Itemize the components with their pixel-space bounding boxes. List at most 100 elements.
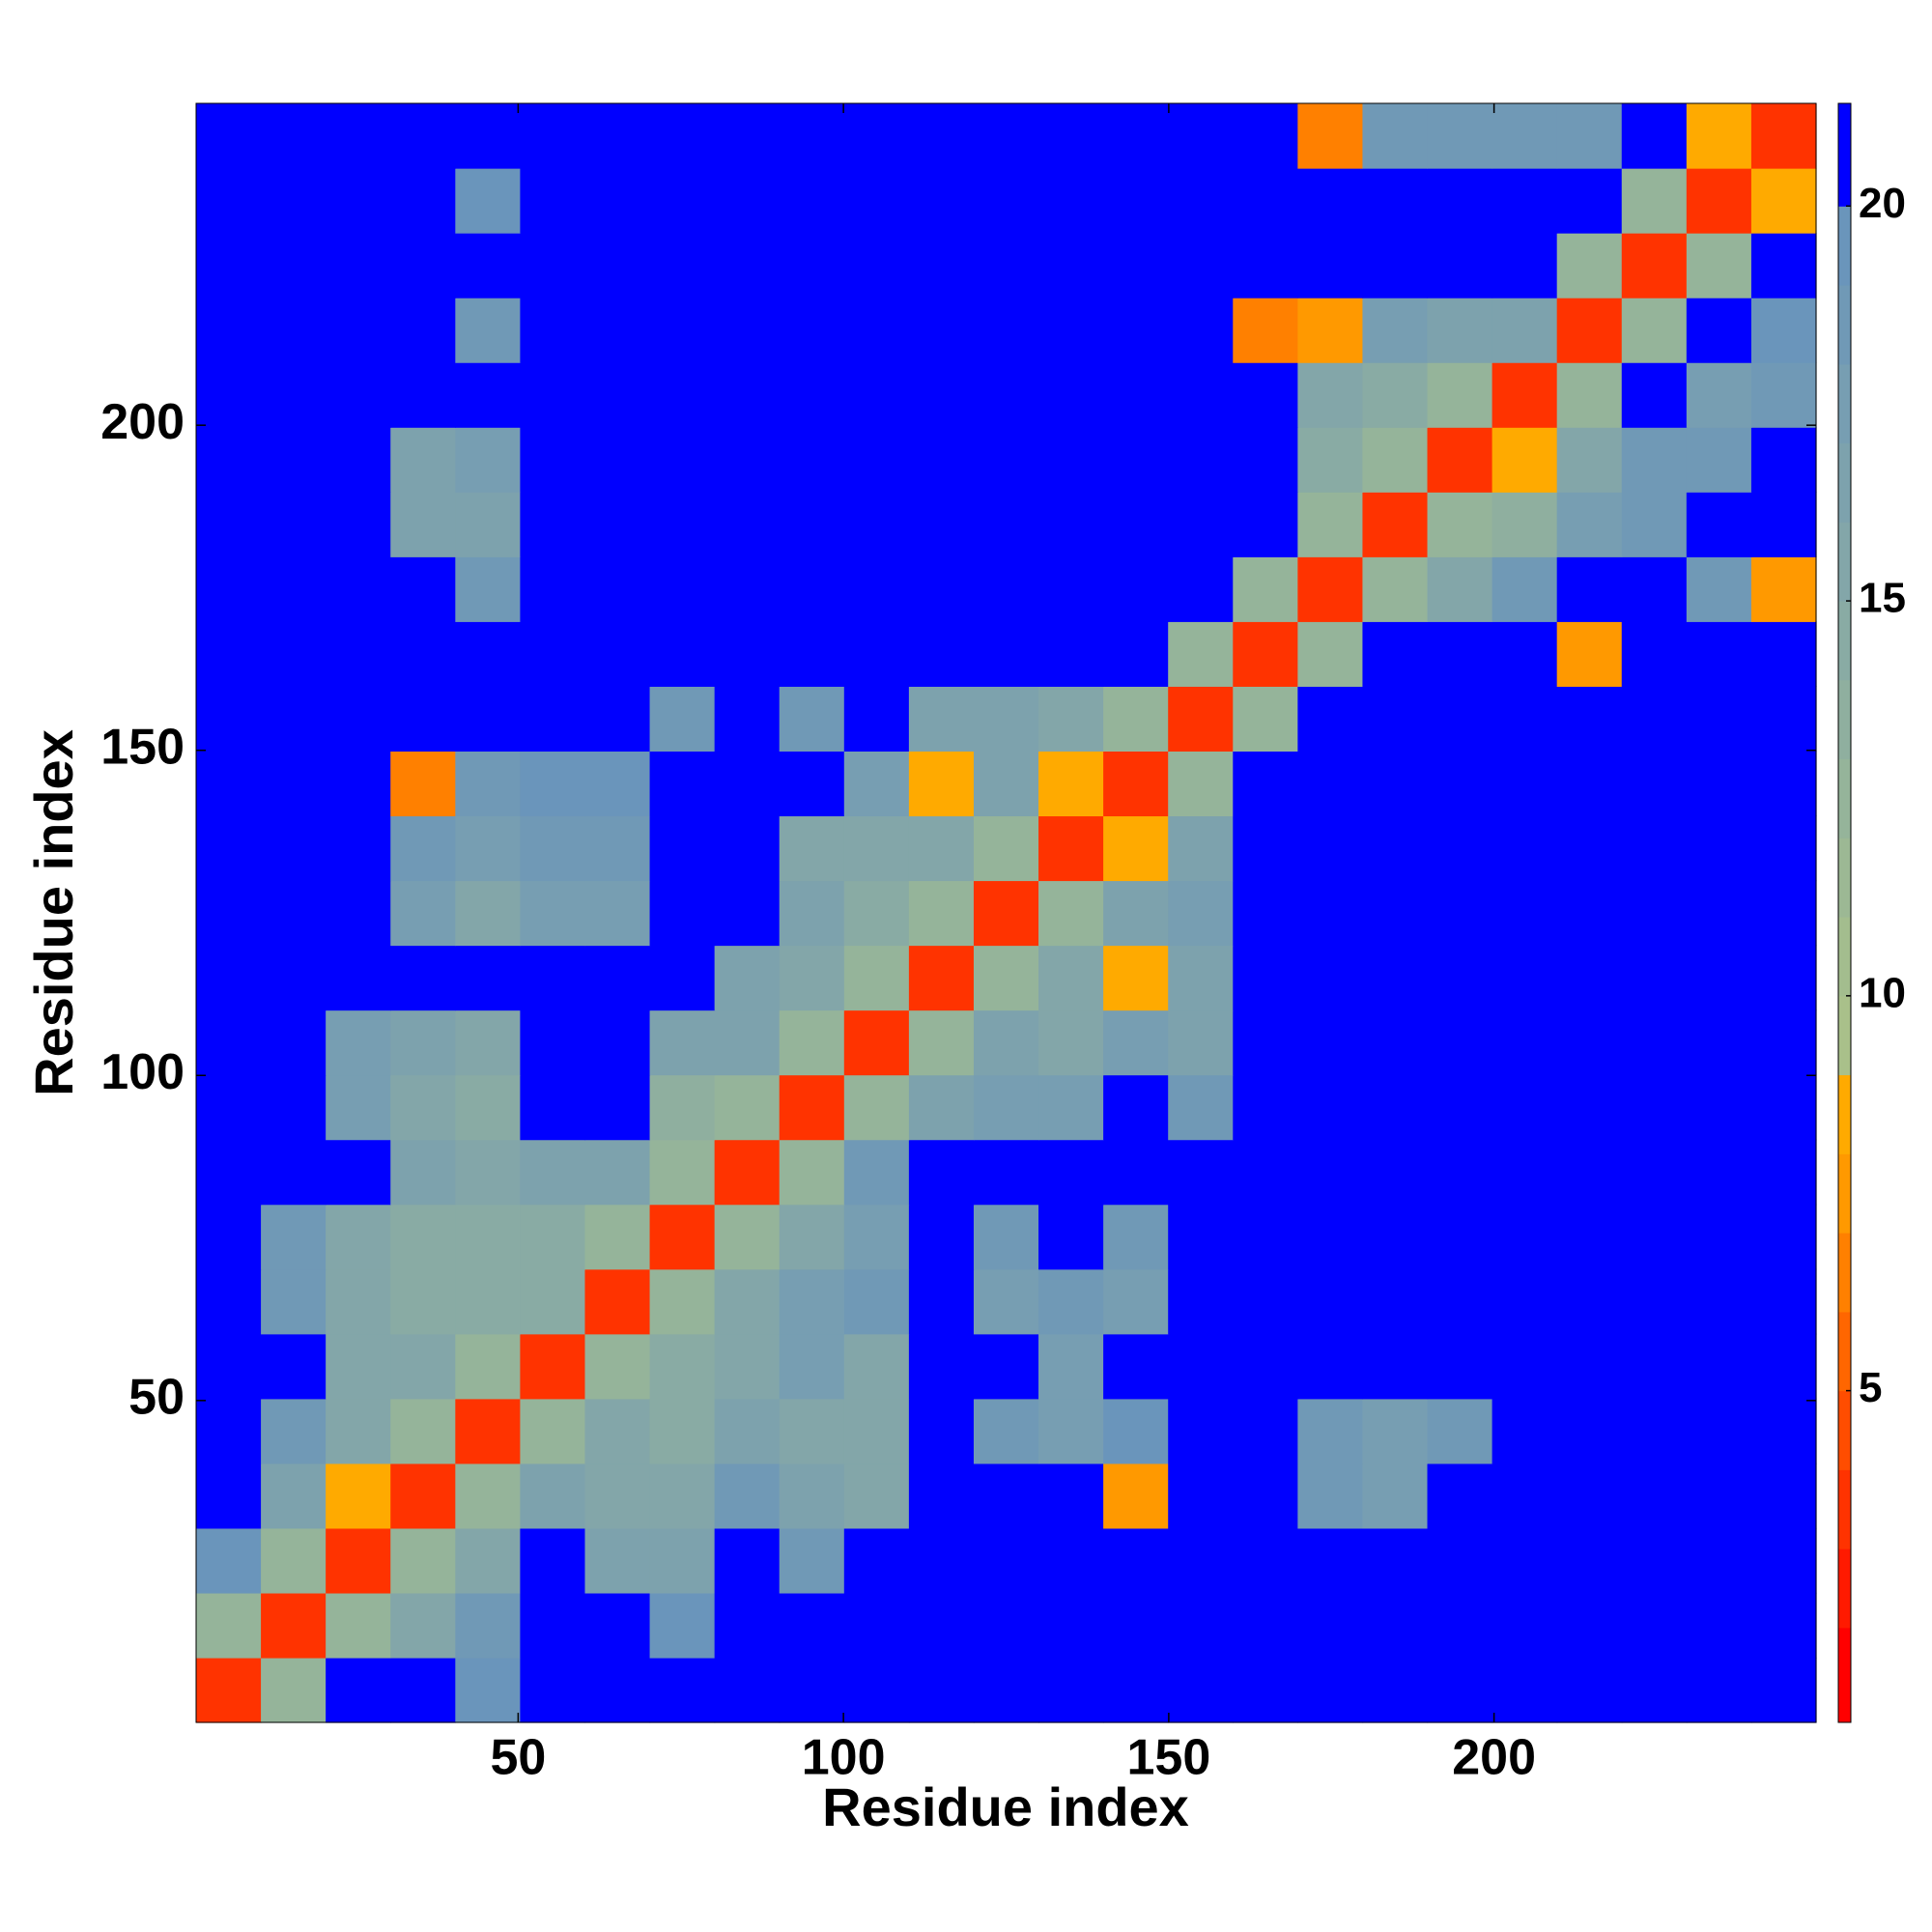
heatmap-cell (390, 1657, 456, 1723)
heatmap-cell (714, 492, 781, 557)
heatmap-cell (584, 492, 651, 557)
heatmap-cell (1233, 298, 1298, 363)
heatmap-cell (584, 1463, 651, 1529)
heatmap-cell (1362, 621, 1429, 687)
heatmap-cell (908, 556, 975, 622)
heatmap-cell (1103, 1657, 1169, 1723)
heatmap-cell (1686, 1333, 1752, 1400)
heatmap-cell (973, 492, 1039, 557)
heatmap-cell (390, 686, 456, 752)
heatmap-cell (1556, 1657, 1623, 1723)
heatmap-cell (973, 556, 1039, 622)
heatmap-cell (1621, 815, 1688, 882)
colorbar-band (1838, 285, 1851, 365)
heatmap-cell (326, 103, 391, 169)
heatmap-cell (1556, 298, 1623, 363)
heatmap-cell (1750, 1398, 1817, 1464)
heatmap-cell (843, 621, 910, 687)
heatmap-cell (973, 298, 1039, 363)
heatmap-cell (520, 1398, 586, 1464)
heatmap-cell (843, 815, 910, 882)
plot-frame (195, 102, 1817, 1723)
heatmap-cell (1297, 751, 1364, 817)
heatmap-cell (1103, 815, 1169, 882)
heatmap-cell (908, 427, 975, 493)
heatmap-cell (779, 556, 845, 622)
heatmap-cell (390, 945, 456, 1011)
heatmap-cell (326, 945, 391, 1011)
heatmap-cell (1103, 362, 1169, 428)
heatmap-cell (390, 1398, 456, 1464)
heatmap-cell (843, 1268, 910, 1335)
heatmap-cell (908, 1204, 975, 1270)
colorbar-band (1838, 601, 1851, 681)
heatmap-cell (1686, 1074, 1752, 1141)
heatmap-cell (455, 1527, 521, 1594)
heatmap-cell (261, 556, 327, 622)
heatmap-cell (779, 751, 845, 817)
heatmap-cell (1297, 1139, 1364, 1206)
heatmap-cell (1233, 362, 1298, 428)
heatmap-cell (1686, 427, 1752, 493)
heatmap-cell (196, 1009, 262, 1076)
heatmap-cell (1297, 880, 1364, 947)
heatmap-cell (649, 1657, 716, 1723)
heatmap-cell (1556, 168, 1623, 234)
heatmap-cell (196, 168, 262, 234)
heatmap-cell (1103, 427, 1169, 493)
heatmap-cell (1362, 815, 1429, 882)
heatmap-cell (1168, 751, 1234, 817)
heatmap-cell (1492, 362, 1558, 428)
x-tick-label: 50 (490, 1730, 546, 1786)
heatmap-cell (1556, 556, 1623, 622)
heatmap-cell (973, 1592, 1039, 1659)
heatmap-cell (520, 1527, 586, 1594)
heatmap-cell (1103, 1268, 1169, 1335)
heatmap-cell (1427, 1592, 1493, 1659)
heatmap-cell (1556, 1074, 1623, 1141)
heatmap-cell (1103, 1009, 1169, 1076)
heatmap-cell (261, 1463, 327, 1529)
heatmap-cell (1686, 1268, 1752, 1335)
heatmap-cell (326, 168, 391, 234)
heatmap-cell (1686, 1139, 1752, 1206)
heatmap-cell (1556, 1268, 1623, 1335)
heatmap-cell (455, 686, 521, 752)
heatmap-cell (1621, 168, 1688, 234)
heatmap-cell (1556, 103, 1623, 169)
heatmap-cell (1427, 686, 1493, 752)
heatmap-cell (196, 1333, 262, 1400)
heatmap-cell (1427, 1333, 1493, 1400)
heatmap-cell (1168, 945, 1234, 1011)
heatmap-cell (714, 1204, 781, 1270)
heatmap-cell (779, 621, 845, 687)
heatmap-cell (196, 815, 262, 882)
heatmap-cell (1168, 815, 1234, 882)
heatmap-cell (1362, 1657, 1429, 1723)
heatmap-cell (649, 362, 716, 428)
heatmap-cell (1297, 1009, 1364, 1076)
heatmap-cell (649, 556, 716, 622)
heatmap-cell (1038, 103, 1104, 169)
colorbar-band (1838, 103, 1851, 207)
heatmap-cell (714, 815, 781, 882)
heatmap-cell (649, 1592, 716, 1659)
heatmap-cell (1297, 556, 1364, 622)
heatmap-cell (326, 1527, 391, 1594)
heatmap-cell (1621, 556, 1688, 622)
heatmap-cell (455, 168, 521, 234)
heatmap-cell (1103, 298, 1169, 363)
x-tick-label: 100 (802, 1730, 886, 1786)
heatmap-cell (1103, 492, 1169, 557)
heatmap-cell (714, 1333, 781, 1400)
heatmap-cell (584, 1074, 651, 1141)
heatmap-cell (455, 1592, 521, 1659)
heatmap-cell (261, 945, 327, 1011)
heatmap-cell (520, 1333, 586, 1400)
heatmap-cell (1233, 686, 1298, 752)
heatmap-cell (1621, 686, 1688, 752)
heatmap-cell (261, 686, 327, 752)
colorbar-band (1838, 442, 1851, 523)
heatmap-cell (584, 427, 651, 493)
